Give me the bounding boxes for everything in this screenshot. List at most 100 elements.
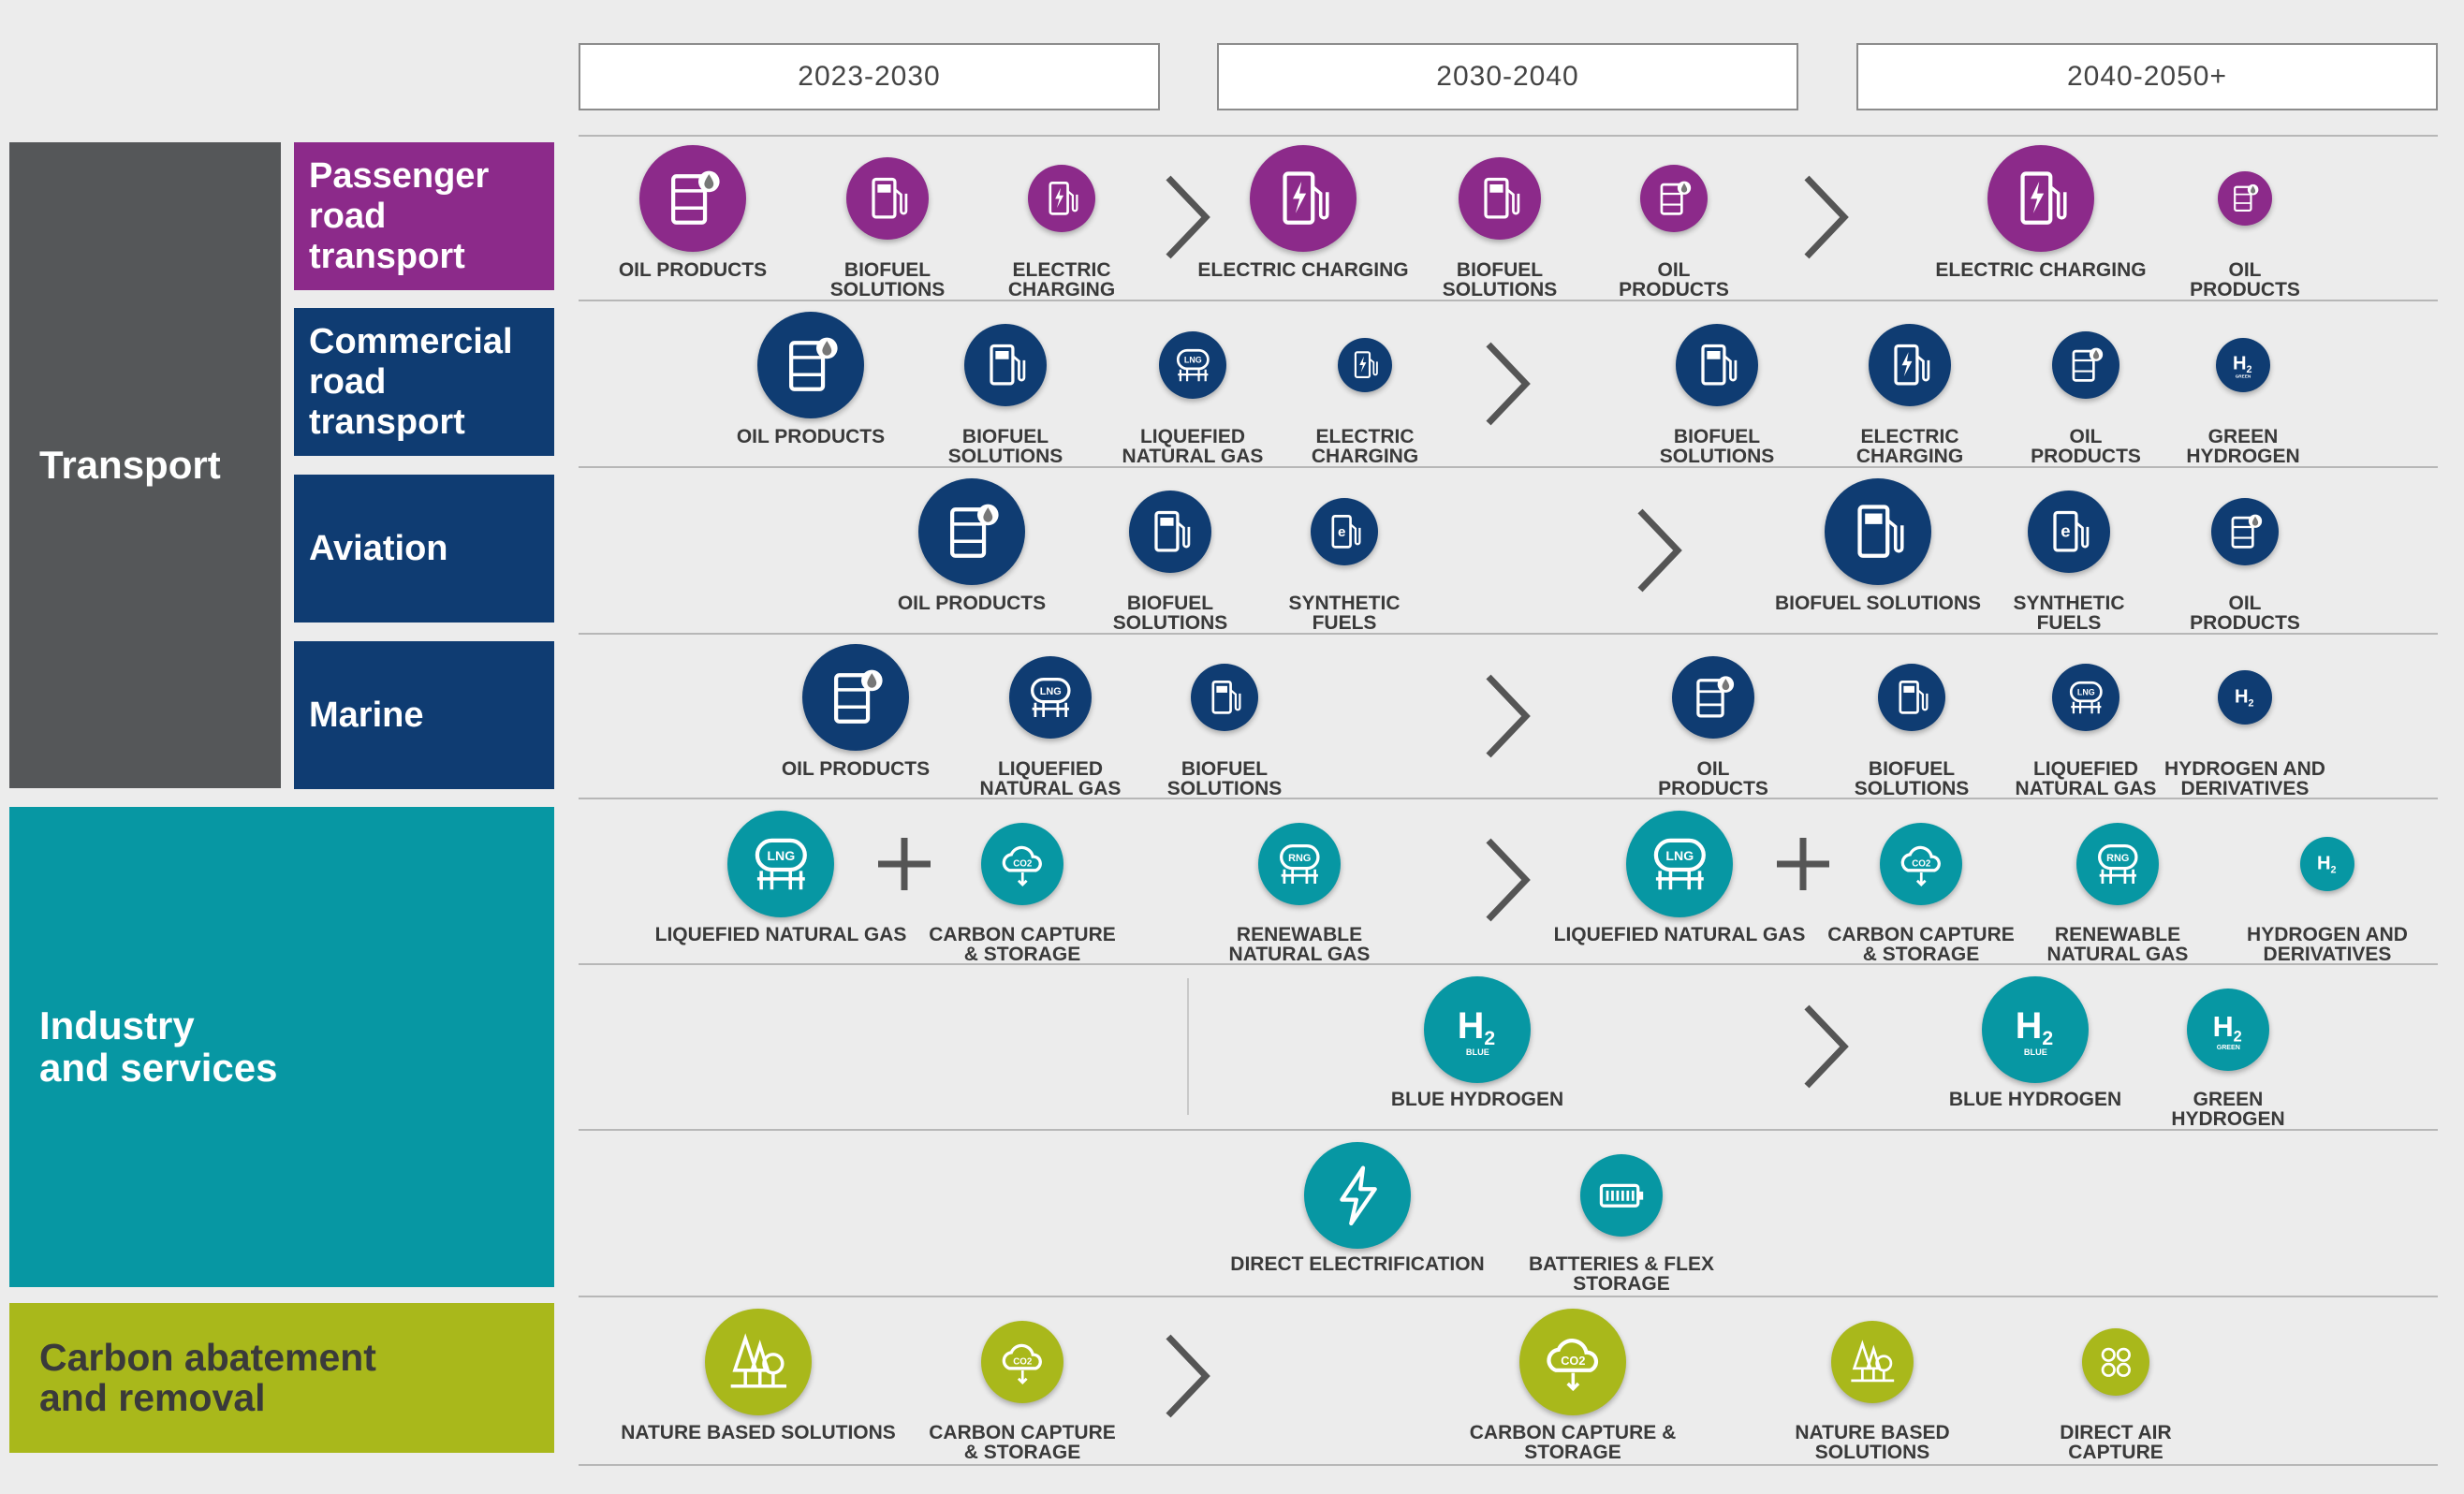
- item-label: CARBON CAPTURE & STORAGE: [929, 924, 1116, 965]
- trees-icon: [705, 1309, 812, 1415]
- pathway-item: OIL PRODUCTS: [898, 478, 1046, 613]
- item-label: OIL PRODUCTS: [781, 758, 931, 780]
- oil-barrel-icon: [639, 145, 746, 252]
- svg-text:RNG: RNG: [1288, 853, 1311, 864]
- lng-tank-icon: LNG: [2052, 664, 2119, 731]
- pathway-item: CO2 CARBON CAPTURE & STORAGE: [1470, 1309, 1676, 1462]
- pathway-item: e SYNTHETIC FUELS: [2013, 491, 2125, 633]
- synthetic-fuel-icon: e: [2028, 491, 2110, 573]
- sector-transport: Transport: [9, 142, 281, 788]
- lng-tank-icon: LNG: [727, 811, 834, 917]
- pathway-item: OIL PRODUCTS: [1658, 656, 1768, 798]
- item-label: ELECTRIC CHARGING: [1935, 259, 2147, 281]
- synthetic-fuel-icon: e: [1311, 498, 1378, 565]
- subsector-commercial-label: Commercial road transport: [309, 321, 513, 442]
- item-label: BIOFUEL SOLUTIONS: [1442, 259, 1558, 300]
- item-label: OIL PRODUCTS: [736, 426, 886, 447]
- item-label: BIOFUEL SOLUTIONS: [1854, 758, 1970, 799]
- item-label: BIOFUEL SOLUTIONS: [1112, 593, 1228, 634]
- pathway-item: OIL PRODUCTS: [2190, 498, 2300, 633]
- biofuel-pump-icon: [964, 324, 1047, 406]
- pathway-item: BIOFUEL SOLUTIONS: [948, 324, 1063, 466]
- chevron-right-icon: [1481, 833, 1533, 931]
- pathway-item: H2 BLUE BLUE HYDROGEN: [1949, 976, 2121, 1109]
- svg-text:GREEN: GREEN: [2216, 1044, 2239, 1051]
- item-label: OIL PRODUCTS: [1619, 259, 1729, 300]
- chevron-right-icon: [1161, 1329, 1213, 1428]
- electric-charger-icon: [1869, 324, 1951, 406]
- biofuel-pump-icon: [846, 157, 929, 240]
- item-label: BIOFUEL SOLUTIONS: [1659, 426, 1775, 467]
- electric-charger-icon: [1338, 338, 1392, 392]
- pathway-item: ELECTRIC CHARGING: [1312, 338, 1418, 466]
- chevron-right-icon: [1161, 170, 1213, 269]
- item-label: ELECTRIC CHARGING: [1007, 259, 1116, 300]
- item-label: BATTERIES & FLEX STORAGE: [1529, 1253, 1714, 1295]
- pathway-item: RNG RENEWABLE NATURAL GAS: [1229, 823, 1370, 964]
- row-divider: [579, 633, 2438, 635]
- direct-air-capture-icon: [2082, 1328, 2149, 1396]
- item-label: BLUE HYDROGEN: [1390, 1089, 1564, 1110]
- item-label: LIQUEFIED NATURAL GAS: [1553, 924, 1806, 945]
- pathway-item: H2 BLUE BLUE HYDROGEN: [1391, 976, 1563, 1109]
- pathway-item: BIOFUEL SOLUTIONS: [1113, 491, 1227, 633]
- pathway-item: H2 HYDROGEN AND DERIVATIVES: [2247, 837, 2408, 964]
- oil-barrel-icon: [1672, 656, 1754, 739]
- svg-text:H2: H2: [2015, 1004, 2052, 1048]
- item-label: OIL PRODUCTS: [618, 259, 768, 281]
- svg-text:LNG: LNG: [1665, 848, 1694, 863]
- pathway-item: NATURE BASED SOLUTIONS: [1795, 1321, 1950, 1462]
- subsector-marine-label: Marine: [309, 695, 424, 735]
- battery-icon: [1580, 1154, 1663, 1237]
- row-divider: [579, 1464, 2438, 1466]
- subsector-marine: Marine: [294, 641, 554, 789]
- item-label: BIOFUEL SOLUTIONS: [829, 259, 946, 300]
- oil-barrel-icon: [757, 312, 864, 418]
- pathway-item: BIOFUEL SOLUTIONS: [1167, 664, 1282, 798]
- lng-tank-icon: LNG: [1159, 331, 1226, 399]
- sector-industry: Industry and services: [9, 807, 554, 1287]
- item-label: BIOFUEL SOLUTIONS: [1166, 758, 1283, 799]
- svg-text:H2: H2: [2212, 1011, 2241, 1045]
- item-label: OIL PRODUCTS: [2190, 259, 2300, 300]
- period-header-2030-2040: 2030-2040: [1217, 43, 1798, 110]
- biofuel-pump-icon: [1825, 478, 1931, 585]
- sector-carbon-label: Carbon abatement and removal: [39, 1335, 376, 1419]
- row-divider: [579, 466, 2438, 468]
- lng-tank-icon: LNG: [1626, 811, 1733, 917]
- biofuel-pump-icon: [1676, 324, 1758, 406]
- item-label: DIRECT AIR CAPTURE: [2060, 1422, 2172, 1463]
- svg-text:H2: H2: [2317, 854, 2337, 876]
- co2-cloud-icon: CO2: [1880, 823, 1962, 905]
- oil-barrel-icon: [918, 478, 1025, 585]
- pathway-item: CO2 CARBON CAPTURE & STORAGE: [929, 1321, 1116, 1462]
- lng-tank-icon: LNG: [1009, 656, 1092, 739]
- row-divider: [579, 300, 2438, 301]
- pathway-item: H2 GREEN GREEN HYDROGEN: [2171, 989, 2285, 1129]
- lightning-icon: [1304, 1142, 1411, 1249]
- item-label: LIQUEFIED NATURAL GAS: [1122, 426, 1264, 467]
- pathway-item: H2 GREEN GREEN HYDROGEN: [2186, 338, 2300, 466]
- item-label: RENEWABLE NATURAL GAS: [1228, 924, 1371, 965]
- chevron-right-icon: [1799, 170, 1852, 269]
- hydrogen-icon: H2 GREEN: [2187, 989, 2269, 1071]
- chevron-right-icon: [1633, 504, 1685, 602]
- item-label: BIOFUEL SOLUTIONS: [1774, 593, 1982, 614]
- item-label: NATURE BASED SOLUTIONS: [1795, 1422, 1950, 1463]
- hydrogen-icon: H2: [2300, 837, 2354, 891]
- svg-text:e: e: [2061, 520, 2070, 540]
- pathway-item: RNG RENEWABLE NATURAL GAS: [2047, 823, 2188, 964]
- pathway-item: BATTERIES & FLEX STORAGE: [1529, 1154, 1714, 1294]
- subsector-commercial: Commercial road transport: [294, 308, 554, 456]
- hydrogen-icon: H2 BLUE: [1424, 976, 1531, 1083]
- svg-text:CO2: CO2: [1013, 1356, 1033, 1367]
- biofuel-pump-icon: [1191, 664, 1258, 731]
- pathway-item: LNG LIQUEFIED NATURAL GAS: [1122, 331, 1263, 466]
- biofuel-pump-icon: [1459, 157, 1541, 240]
- row-divider: [579, 963, 2438, 965]
- pathway-item: LNG LIQUEFIED NATURAL GAS: [2016, 664, 2156, 798]
- pathway-item: ELECTRIC CHARGING: [1008, 165, 1115, 300]
- column-divider: [1187, 978, 1189, 1115]
- pathway-item: ELECTRIC CHARGING: [1856, 324, 1963, 466]
- row-divider: [579, 1296, 2438, 1297]
